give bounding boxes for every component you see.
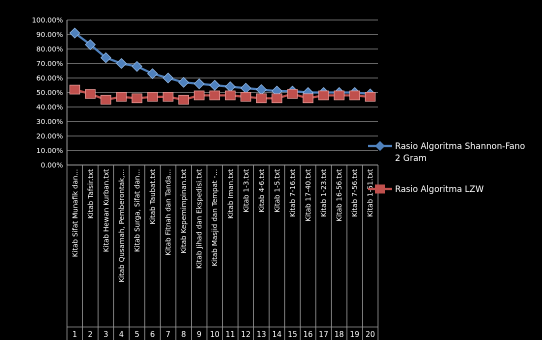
x-category-label: Kitab Hewan Kurban.txt (102, 169, 110, 252)
data-point (132, 94, 142, 103)
x-category-label: Kitab Jihad dan Ekspedisi.txt (196, 169, 204, 269)
category-number: 15 (288, 330, 298, 339)
category-number: 13 (257, 330, 267, 339)
x-category-label: Kitab 1-5.txt (273, 169, 281, 213)
x-category-label: Kitab Fitnah dan Tanda... (165, 169, 173, 255)
category-number: 20 (365, 330, 375, 339)
data-point (303, 94, 313, 103)
x-category-label: Kitab 7-56.txt (351, 169, 359, 217)
data-point (116, 92, 126, 101)
legend-label: Rasio Algoritma Shannon-Fano (395, 142, 525, 152)
data-point (256, 94, 266, 103)
data-point (148, 92, 158, 101)
x-category-label: Kitab Tafsir.txt (87, 169, 95, 219)
y-tick-label: 30.00% (36, 118, 63, 126)
x-category-label: Kitab 1-51.txt (367, 169, 375, 217)
category-number: 14 (272, 330, 282, 339)
y-tick-label: 60.00% (36, 75, 63, 83)
y-tick-label: 0.00% (41, 162, 64, 170)
category-number: 11 (226, 330, 236, 339)
x-category-label: Kitab 16-56.txt (336, 169, 344, 222)
category-number: 17 (319, 330, 329, 339)
data-point (85, 89, 95, 98)
x-category-label: Kitab 17-40.txt (305, 169, 313, 222)
y-tick-label: 80.00% (36, 46, 63, 54)
x-category-label: Kitab 7-16.txt (289, 169, 297, 217)
data-point (241, 92, 251, 101)
category-number: 19 (350, 330, 360, 339)
x-category-label: Kitab 4-6.txt (258, 169, 266, 213)
x-category-label: Kitab Sifat Munafik dan... (71, 169, 79, 257)
x-category-label: Kitab Qusamah, Pemberontak,... (118, 169, 126, 282)
category-number: 1 (72, 330, 77, 339)
x-category-label: Kitab 1-3.txt (242, 169, 250, 213)
data-point (319, 91, 329, 100)
y-tick-label: 100.00% (32, 17, 63, 25)
x-category-label: Kitab Surga, Sifat dan... (133, 169, 141, 252)
category-number: 5 (135, 330, 140, 339)
x-category-label: Kitab 1-23.txt (320, 169, 328, 217)
data-point (70, 85, 80, 94)
category-number: 18 (334, 330, 344, 339)
data-point (272, 94, 282, 103)
data-point (287, 89, 297, 98)
data-point (194, 91, 204, 100)
data-point (350, 91, 360, 100)
legend-label: Rasio Algoritma LZW (395, 185, 484, 195)
data-point (334, 91, 344, 100)
legend-label: 2 Gram (395, 154, 427, 164)
data-point (163, 92, 173, 101)
y-tick-label: 70.00% (36, 60, 63, 68)
data-point (365, 92, 375, 101)
category-number: 2 (88, 330, 93, 339)
category-number: 10 (210, 330, 220, 339)
x-category-label: Kitab Kepemimpinan.txt (180, 169, 188, 254)
y-tick-label: 40.00% (36, 104, 63, 112)
x-category-label: Kitab Iman.txt (227, 169, 235, 219)
category-number: 3 (103, 330, 108, 339)
category-number: 7 (166, 330, 171, 339)
category-number: 16 (303, 330, 313, 339)
category-number-table: 1 2 3 4 5 6 7 8 9 10 11 12 13 14 15 16 17 18 19 20 (67, 165, 378, 340)
data-point (179, 95, 189, 104)
x-category-label: Kitab Taubat.txt (149, 169, 157, 225)
data-point (225, 91, 235, 100)
y-tick-label: 10.00% (36, 147, 63, 155)
category-number: 8 (181, 330, 186, 339)
data-point (210, 91, 220, 100)
x-category-label: Kitab Masjid dan Tempat -... (211, 169, 219, 266)
legend-marker (375, 185, 385, 194)
category-number: 6 (150, 330, 155, 339)
category-number: 4 (119, 330, 124, 339)
y-tick-label: 90.00% (36, 31, 63, 39)
data-point (101, 95, 111, 104)
y-tick-label: 50.00% (36, 89, 63, 97)
y-tick-label: 20.00% (36, 133, 63, 141)
category-number: 9 (197, 330, 202, 339)
category-number: 12 (241, 330, 251, 339)
